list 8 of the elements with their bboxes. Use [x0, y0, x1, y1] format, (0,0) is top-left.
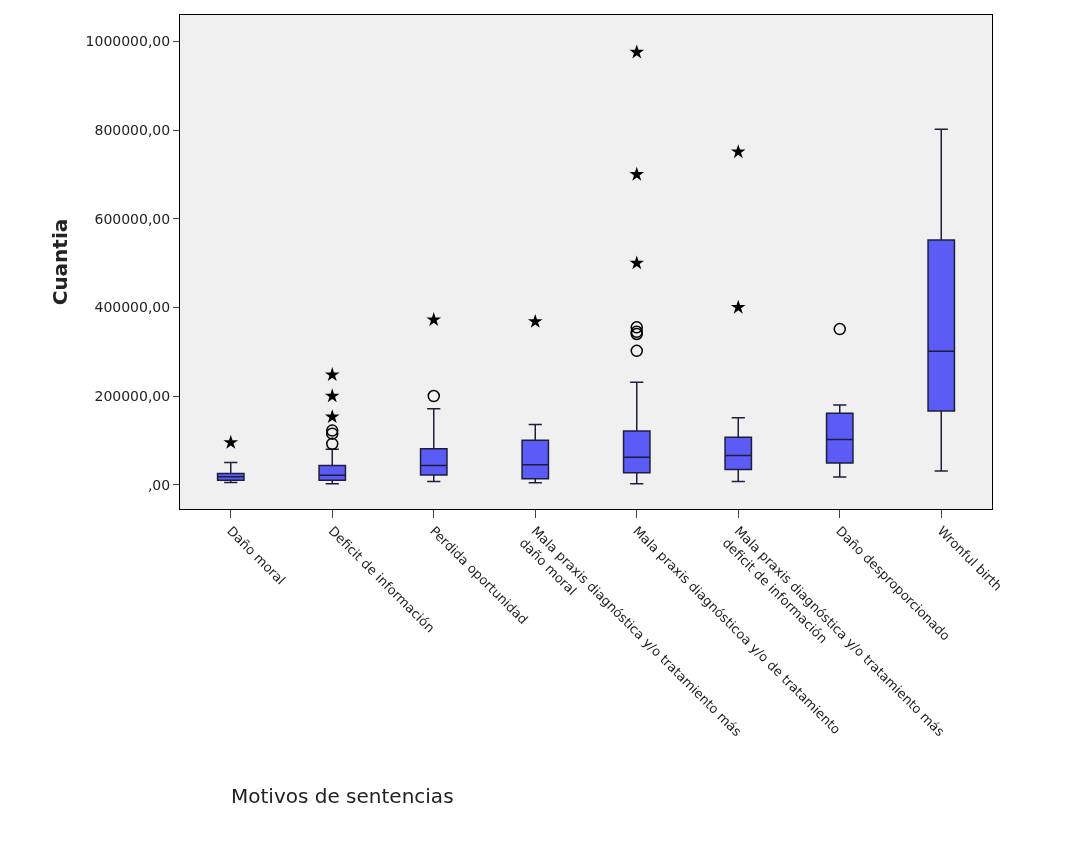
- y-tick-label: 400000,00: [94, 299, 171, 316]
- y-tick-label: 200000,00: [94, 387, 171, 404]
- y-tick-label: 1000000,00: [85, 33, 171, 50]
- y-tick-label: ,00: [147, 476, 171, 493]
- y-axis-title: Cuantia: [48, 218, 73, 306]
- y-tick-label: 600000,00: [94, 210, 171, 227]
- y-tick-label: 800000,00: [94, 122, 171, 139]
- x-axis-title: Motivos de sentencias: [231, 784, 454, 808]
